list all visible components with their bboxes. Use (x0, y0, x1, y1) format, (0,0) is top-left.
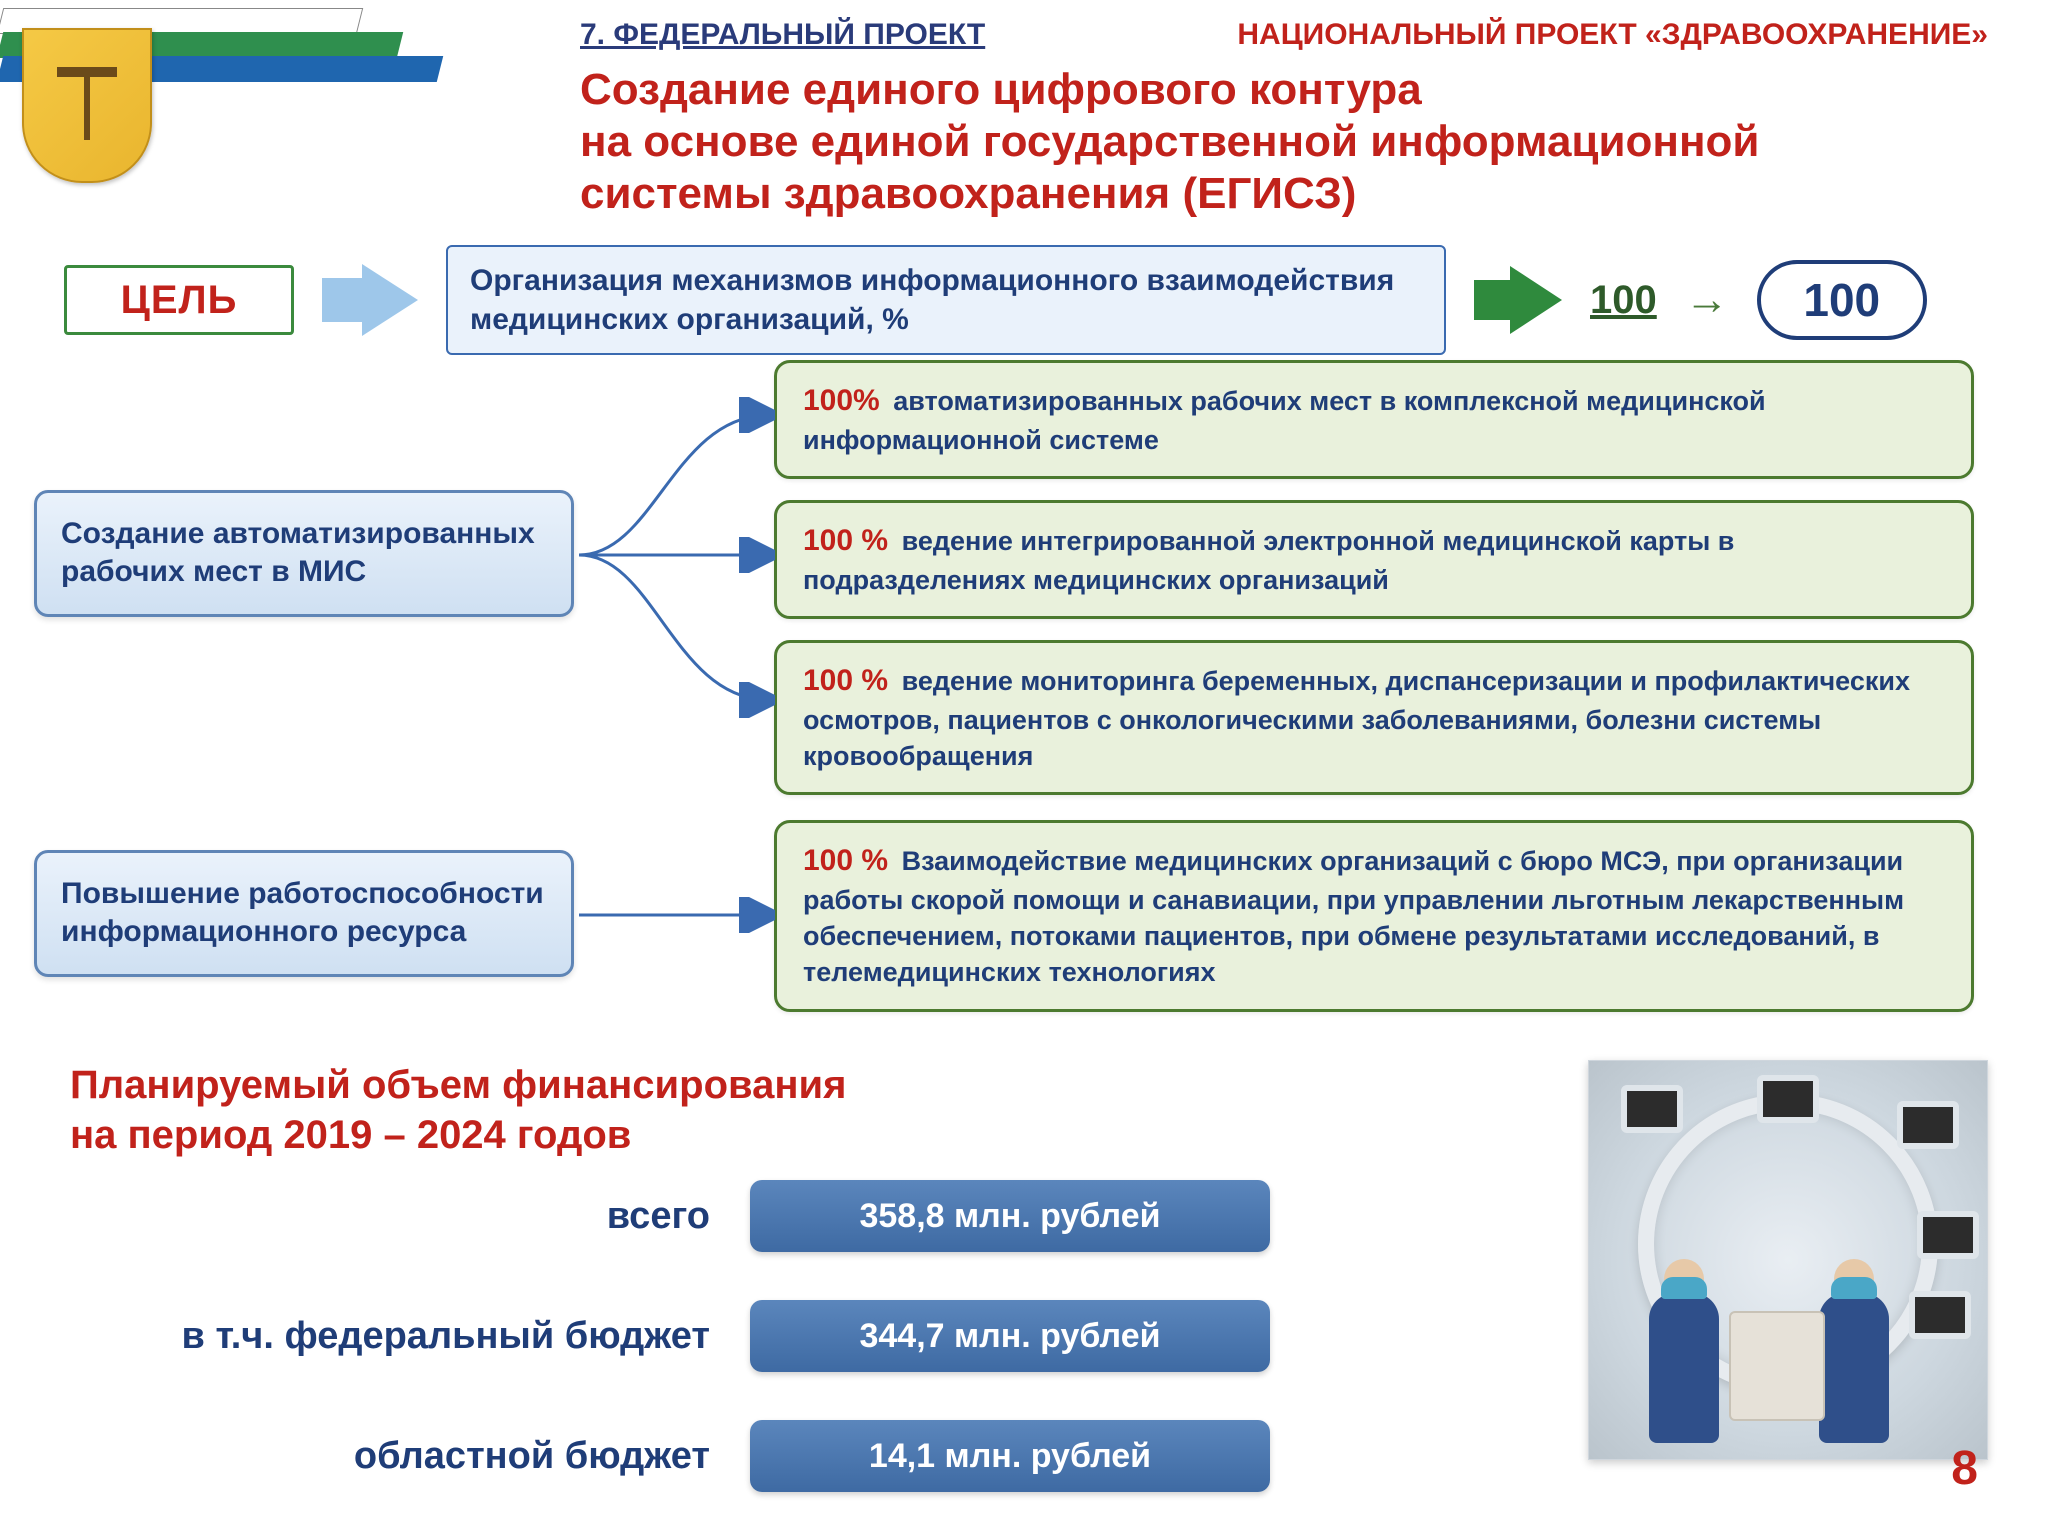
main-title: Создание единого цифрового контура на ос… (580, 64, 1940, 220)
monitor-icon (1917, 1211, 1979, 1259)
thin-arrow-icon: → (1685, 275, 1729, 325)
financing-row-federal: в т.ч. федеральный бюджет 344,7 млн. руб… (70, 1300, 1270, 1372)
person-icon (1819, 1293, 1889, 1443)
surgical-cap-icon (1831, 1277, 1877, 1299)
medical-cart-icon (1729, 1311, 1825, 1421)
outcome-box-4: 100 % Взаимодействие медицинских организ… (774, 820, 1974, 1012)
national-project-label: НАЦИОНАЛЬНЫЙ ПРОЕКТ «ЗДРАВООХРАНЕНИЕ» (1237, 18, 1988, 52)
financing-label-regional: областной бюджет (70, 1435, 710, 1478)
financing-value-federal: 344,7 млн. рублей (750, 1300, 1270, 1372)
goal-badge: ЦЕЛЬ (64, 265, 294, 335)
outcome-box-3: 100 % ведение мониторинга беременных, ди… (774, 640, 1974, 795)
financing-value-total: 358,8 млн. рублей (750, 1180, 1270, 1252)
financing-label-federal: в т.ч. федеральный бюджет (70, 1315, 710, 1358)
outcome-box-1: 100% автоматизированных рабочих мест в к… (774, 360, 1974, 479)
monitor-icon (1897, 1101, 1959, 1149)
outcome-3-pct: 100 % (803, 664, 888, 697)
monitor-icon (1621, 1085, 1683, 1133)
monitor-icon (1909, 1291, 1971, 1339)
kpi-start-value: 100 (1590, 278, 1657, 323)
outcome-box-2: 100 % ведение интегрированной электронно… (774, 500, 1974, 619)
connector-lines-icon (34, 360, 794, 1060)
financing-value-regional: 14,1 млн. рублей (750, 1420, 1270, 1492)
illustration-medical-room (1588, 1060, 1988, 1460)
surgical-cap-icon (1661, 1277, 1707, 1299)
outcome-4-text: Взаимодействие медицинских организаций с… (803, 846, 1904, 987)
outcome-2-text: ведение интегрированной электронной меди… (803, 526, 1734, 595)
outcome-2-pct: 100 % (803, 524, 888, 557)
financing-row-regional: областной бюджет 14,1 млн. рублей (70, 1420, 1270, 1492)
arrow-right-green-icon (1510, 266, 1562, 334)
kpi-target-value: 100 (1757, 260, 1927, 340)
page-number: 8 (1951, 1441, 1978, 1496)
coat-of-arms-icon (22, 28, 152, 183)
outcome-1-pct: 100% (803, 384, 880, 417)
outcome-1-text: автоматизированных рабочих мест в компле… (803, 386, 1766, 455)
financing-label-total: всего (70, 1195, 710, 1238)
person-icon (1649, 1293, 1719, 1443)
outcome-3-text: ведение мониторинга беременных, диспансе… (803, 666, 1910, 771)
goal-row: ЦЕЛЬ Организация механизмов информационн… (64, 245, 1988, 355)
arrow-right-icon (362, 264, 418, 336)
financing-title: Планируемый объем финансирования на пери… (70, 1060, 846, 1160)
monitor-icon (1757, 1075, 1819, 1123)
goal-description: Организация механизмов информационного в… (446, 245, 1446, 355)
outcome-4-pct: 100 % (803, 844, 888, 877)
financing-row-total: всего 358,8 млн. рублей (70, 1180, 1270, 1252)
